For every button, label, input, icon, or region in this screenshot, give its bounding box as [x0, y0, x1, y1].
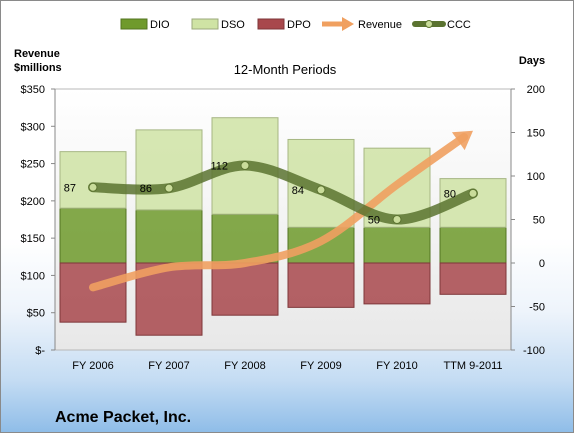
left-axis-title-line2: $millions [14, 62, 62, 74]
ccc-point [88, 182, 98, 192]
ccc-point [240, 161, 250, 171]
dso-bar [59, 151, 127, 209]
dpo-bar [59, 262, 127, 323]
ccc-data-label: 84 [292, 185, 304, 197]
left-axis-tick-label: $- [35, 345, 45, 357]
right-axis-tick-label: 200 [527, 84, 545, 96]
left-axis-title-line1: Revenue [14, 48, 60, 60]
right-axis-title: Days [519, 55, 545, 67]
ccc-data-label: 86 [140, 183, 152, 195]
dio-bar [363, 226, 431, 264]
right-axis-tick-label: 50 [533, 215, 545, 227]
x-axis-tick-label: FY 2009 [300, 360, 341, 372]
right-axis-tick-label: -50 [529, 302, 545, 314]
legend-swatch-ccc-marker [425, 20, 433, 28]
dio-bar [439, 226, 507, 264]
left-axis-tick-label: $300 [21, 121, 45, 133]
ccc-point [392, 215, 402, 224]
dpo-bar [439, 262, 507, 295]
dio-bar [59, 207, 127, 264]
company-name: Acme Packet, Inc. [55, 409, 191, 426]
dso-bar [135, 129, 203, 211]
legend-label-revenue: Revenue [358, 19, 402, 31]
right-axis-tick-label: 0 [539, 258, 545, 270]
ccc-point [164, 183, 174, 193]
dpo-bar [363, 262, 431, 305]
right-axis-tick-label: -100 [523, 345, 545, 357]
left-axis-tick-label: $100 [21, 270, 45, 282]
left-axis-tick-label: $250 [21, 159, 45, 171]
ccc-data-label: 87 [64, 182, 76, 194]
revenue-line [89, 133, 469, 292]
ccc-data-label: 80 [444, 188, 456, 200]
ccc-data-label: 112 [210, 161, 228, 173]
x-axis-tick-label: TTM 9-2011 [443, 360, 502, 372]
legend-label-dso: DSO [221, 19, 245, 31]
right-axis-tick-label: 100 [527, 171, 545, 183]
ccc-data-label: 50 [368, 215, 380, 227]
left-axis-tick-label: $350 [21, 84, 45, 96]
left-axis-tick-label: $50 [27, 308, 45, 320]
x-axis-tick-label: FY 2008 [224, 360, 265, 372]
dpo-bar [287, 262, 355, 308]
dpo-bar [211, 262, 279, 316]
left-axis-tick-label: $200 [21, 196, 45, 208]
x-axis-tick-label: FY 2007 [148, 360, 189, 372]
dio-bar [135, 209, 203, 264]
chart-title: 12-Month Periods [234, 62, 337, 77]
ccc-point [468, 188, 478, 198]
legend-swatch-dpo [257, 18, 285, 30]
legend-swatch-dso [191, 18, 219, 30]
plot-area [54, 88, 512, 351]
revenue-arrowhead [451, 130, 473, 151]
legend-swatch-dio [120, 18, 148, 30]
legend-swatch-revenue-arrowhead [342, 17, 354, 31]
x-axis-tick-label: FY 2010 [376, 360, 417, 372]
x-axis-tick-label: FY 2006 [72, 360, 113, 372]
legend-label-dpo: DPO [287, 19, 311, 31]
left-axis-tick-label: $150 [21, 233, 45, 245]
legend-label-ccc: CCC [447, 19, 471, 31]
right-axis-tick-label: 150 [527, 128, 545, 140]
ccc-point [316, 185, 326, 195]
legend-label-dio: DIO [150, 19, 170, 31]
